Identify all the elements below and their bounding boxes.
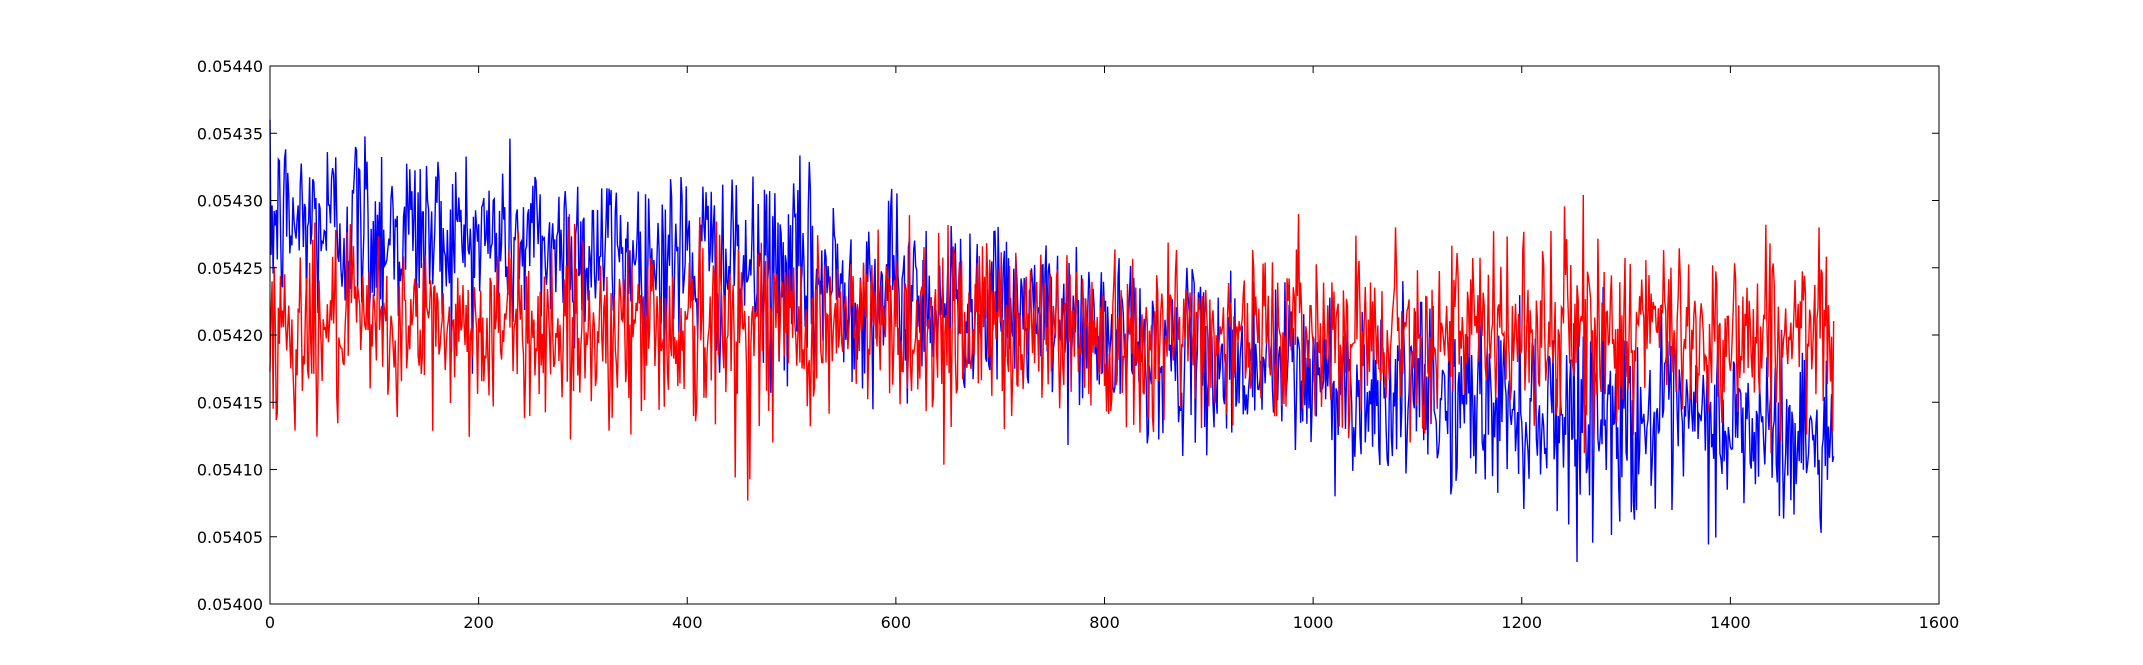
y-tick-label: 0.05425 [197,259,263,278]
y-tick-label: 0.05430 [197,192,263,211]
x-axis-ticks [269,66,1940,604]
y-tick-label: 0.05415 [197,393,263,412]
y-tick-label: 0.05440 [197,57,263,76]
x-tick-label: 1600 [1919,613,1960,632]
x-tick-label: 400 [672,613,703,632]
y-tick-label: 0.05420 [197,326,263,345]
x-tick-label: 600 [881,613,912,632]
y-tick-label: 0.05410 [197,461,263,480]
y-axis-ticks [270,65,1939,605]
series-layer [269,119,1835,563]
x-tick-label: 0 [265,613,275,632]
y-axis-tick-labels: 0.05400 0.05405 0.05410 0.05415 0.05420 0.054… [197,57,263,614]
series-line-1 [269,119,1835,563]
x-tick-label: 800 [1089,613,1120,632]
x-axis-tick-labels: 0 200 400 600 800 1000 1200 1400 1600 [265,613,1959,632]
x-tick-label: 1200 [1501,613,1542,632]
y-tick-label: 0.05400 [197,595,263,614]
y-tick-label: 0.05435 [197,124,263,143]
x-tick-label: 200 [463,613,494,632]
series-line-2 [269,194,1835,501]
x-tick-label: 1400 [1710,613,1751,632]
x-tick-label: 1000 [1293,613,1334,632]
y-tick-label: 0.05405 [197,528,263,547]
